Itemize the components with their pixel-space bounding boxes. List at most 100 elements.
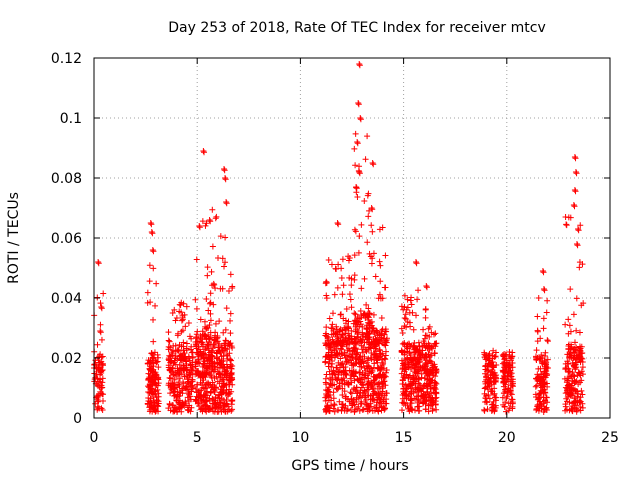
data-point (152, 391, 159, 398)
data-point (367, 253, 374, 260)
data-point (404, 296, 411, 303)
data-point (180, 339, 187, 346)
data-point (413, 312, 420, 319)
data-point (540, 374, 547, 381)
data-point (429, 395, 436, 402)
data-point (155, 390, 162, 397)
data-point (339, 343, 346, 350)
data-point (331, 408, 338, 415)
data-point (172, 355, 179, 362)
data-point (540, 315, 547, 322)
data-point (356, 369, 363, 376)
data-point (203, 397, 210, 404)
data-point (227, 377, 234, 384)
data-point (168, 386, 175, 393)
data-point (377, 350, 384, 357)
data-point (186, 391, 193, 398)
data-point (187, 346, 194, 353)
data-point (183, 386, 190, 393)
data-point (483, 356, 490, 363)
data-point (348, 390, 355, 397)
data-point (564, 398, 571, 405)
data-point (368, 403, 375, 410)
data-point (401, 292, 408, 299)
data-point (324, 387, 331, 394)
data-point (370, 325, 377, 332)
data-point (579, 404, 586, 411)
data-point (178, 309, 185, 316)
data-point (348, 354, 355, 361)
data-point (562, 403, 569, 410)
data-point (228, 365, 235, 372)
data-point (536, 392, 543, 399)
data-point (484, 383, 491, 390)
data-point (353, 351, 360, 358)
data-point (226, 342, 233, 349)
data-point (215, 408, 222, 415)
data-point (207, 290, 214, 297)
data-point (430, 343, 437, 350)
data-point (358, 363, 365, 370)
y-axis-label: ROTI / TECUs (6, 192, 22, 284)
data-point (166, 374, 173, 381)
data-point (229, 284, 236, 291)
data-point (487, 372, 494, 379)
data-point (202, 407, 209, 414)
data-point (571, 363, 578, 370)
data-point (373, 336, 380, 343)
data-point (406, 319, 413, 326)
data-point (148, 399, 155, 406)
y-tick-label: 0.1 (60, 111, 82, 127)
data-point (203, 220, 210, 227)
chart-title: Day 253 of 2018, Rate Of TEC Index for r… (168, 20, 545, 36)
data-point (176, 405, 183, 412)
data-point (354, 193, 361, 200)
data-point (330, 395, 337, 402)
data-point (538, 370, 545, 377)
data-point (364, 239, 371, 246)
data-point (377, 396, 384, 403)
data-point (535, 295, 542, 302)
data-point (353, 384, 360, 391)
data-point (415, 407, 422, 414)
data-point (501, 359, 508, 366)
data-point (363, 359, 370, 366)
data-point (227, 310, 234, 317)
data-point (165, 329, 172, 336)
data-point (485, 392, 492, 399)
data-point (165, 405, 172, 412)
data-point (145, 370, 152, 377)
data-point (148, 350, 155, 357)
data-point (401, 303, 408, 310)
data-point (368, 369, 375, 376)
data-point (218, 395, 225, 402)
data-point (343, 359, 350, 366)
data-point (363, 348, 370, 355)
data-point (541, 407, 548, 414)
data-point (222, 234, 229, 241)
data-point (205, 345, 212, 352)
data-point (421, 335, 428, 342)
data-point (571, 352, 578, 359)
data-point (352, 328, 359, 335)
data-point (155, 376, 162, 383)
data-point (358, 285, 365, 292)
data-point (376, 346, 383, 353)
data-point (484, 406, 491, 413)
data-point (204, 264, 211, 271)
data-point (185, 319, 192, 326)
data-point (192, 396, 199, 403)
data-point (379, 295, 386, 302)
data-point (147, 367, 154, 374)
data-point (422, 361, 429, 368)
data-point (431, 385, 438, 392)
data-point (381, 355, 388, 362)
data-point (422, 306, 429, 313)
data-point (167, 375, 174, 382)
data-point (426, 323, 433, 330)
data-point (491, 408, 498, 415)
data-point (193, 397, 200, 404)
data-point (492, 378, 499, 385)
data-point (206, 322, 213, 329)
data-point (423, 354, 430, 361)
